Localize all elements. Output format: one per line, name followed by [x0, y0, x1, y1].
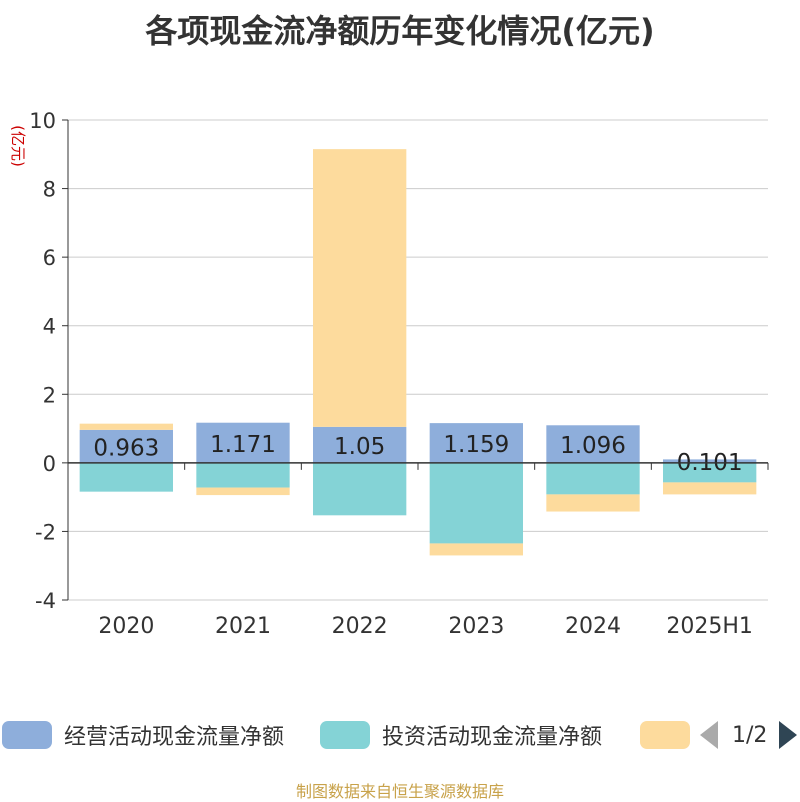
data-label: 1.05	[334, 434, 385, 460]
bar-series3-2025H1[interactable]	[663, 482, 757, 495]
legend-pager: 1/2	[700, 716, 798, 754]
bar-series1-2022[interactable]	[313, 426, 407, 463]
bar-series1-2021[interactable]	[196, 422, 290, 463]
bar-series2-2025H1[interactable]	[663, 462, 757, 483]
x-tick-label: 2025H1	[666, 614, 753, 639]
legend-item-third[interactable]	[640, 716, 690, 754]
legend-swatch-operating	[2, 721, 52, 749]
legend-label-investing: 投资活动现金流量净额	[382, 725, 603, 750]
y-axis-label: (亿元)	[9, 125, 27, 167]
bar-series2-2021[interactable]	[196, 462, 290, 488]
axes: -4 -2 0 2 4 6 8 10 2020 2021 2022 2023 2024 2025H1	[29, 109, 769, 639]
bar-series3-2024[interactable]	[546, 494, 640, 512]
data-label: 1.171	[210, 432, 276, 458]
legend-next-arrow-icon[interactable]	[779, 721, 798, 749]
bar-series1-2020[interactable]	[79, 429, 173, 463]
legend-item-operating[interactable]: 经营活动现金流量净额	[2, 716, 284, 754]
legend-swatch-investing	[320, 721, 370, 749]
y-tick-label: 6	[43, 246, 56, 270]
legend-page-indicator: 1/2	[732, 722, 768, 748]
bar-series1-2025H1[interactable]	[663, 459, 757, 463]
x-tick-label: 2024	[565, 614, 621, 639]
legend-item-investing[interactable]: 投资活动现金流量净额	[320, 716, 602, 754]
legend-prev-arrow-icon[interactable]	[700, 721, 718, 749]
chart-title: 各项现金流净额历年变化情况(亿元)	[145, 12, 655, 50]
x-tick-label: 2022	[332, 614, 388, 639]
bar-series1-2024[interactable]	[546, 425, 640, 463]
x-tick-label: 2021	[215, 614, 271, 639]
bar-series3-2023[interactable]	[429, 543, 523, 556]
grid-lines	[68, 119, 768, 601]
bar-series1-2023[interactable]	[429, 423, 523, 463]
y-tick-label: -4	[35, 589, 56, 613]
y-tick-label: 10	[29, 109, 56, 133]
data-label: 1.096	[560, 433, 626, 459]
x-tick-label: 2020	[98, 614, 154, 639]
bars	[79, 149, 757, 556]
bar-series3-2021[interactable]	[196, 487, 290, 496]
legend-swatch-third	[640, 721, 690, 749]
y-tick-label: 8	[43, 178, 56, 202]
bar-series2-2023[interactable]	[429, 462, 523, 544]
x-tick-label: 2023	[448, 614, 504, 639]
bar-series2-2024[interactable]	[546, 462, 640, 495]
source-note: 制图数据来自恒生聚源数据库	[295, 782, 504, 801]
y-tick-label: 4	[43, 315, 56, 339]
legend: 经营活动现金流量净额 投资活动现金流量净额 1/2	[0, 716, 800, 754]
y-tick-label: 0	[43, 452, 56, 476]
data-label: 0.963	[93, 435, 159, 461]
legend-label-operating: 经营活动现金流量净额	[64, 725, 285, 750]
y-tick-label: 2	[43, 383, 56, 407]
bar-series2-2022[interactable]	[313, 462, 407, 516]
bar-series3-2022[interactable]	[313, 149, 407, 427]
bar-series3-2020[interactable]	[79, 423, 173, 430]
bar-series2-2020[interactable]	[79, 462, 173, 492]
y-tick-label: -2	[35, 520, 56, 544]
data-label: 1.159	[443, 432, 509, 458]
